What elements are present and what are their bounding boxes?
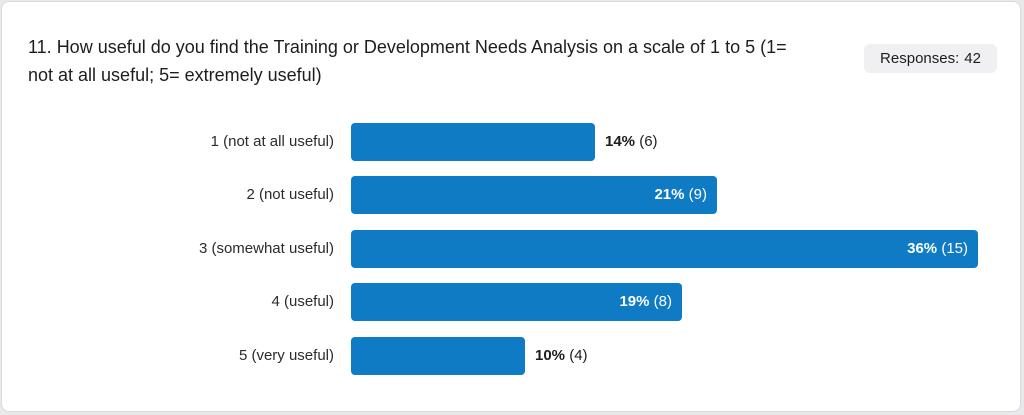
bar <box>351 123 595 161</box>
data-label: 21% (9) <box>654 186 707 203</box>
question-title-line2: not at all useful; 5= extremely useful) <box>28 65 322 85</box>
question-title: 11. How useful do you find the Training … <box>28 33 828 89</box>
bar <box>351 337 525 375</box>
category-label: 5 (very useful) <box>238 347 334 364</box>
responses-badge: Responses: 42 <box>864 44 997 73</box>
data-label: 36% (15) <box>907 240 968 257</box>
responses-label: Responses: <box>880 50 960 67</box>
data-label: 19% (8) <box>619 293 672 310</box>
category-label: 2 (not useful) <box>246 186 334 203</box>
data-label: 14% (6) <box>605 133 658 150</box>
category-label: 1 (not at all useful) <box>210 133 334 150</box>
data-label: 10% (4) <box>535 347 588 364</box>
category-label: 4 (useful) <box>271 293 334 310</box>
category-label: 3 (somewhat useful) <box>198 240 334 257</box>
bar <box>351 230 978 268</box>
bar <box>351 176 717 214</box>
bar <box>351 283 682 321</box>
responses-count: 42 <box>964 50 981 67</box>
question-title-line1: 11. How useful do you find the Training … <box>28 37 787 57</box>
